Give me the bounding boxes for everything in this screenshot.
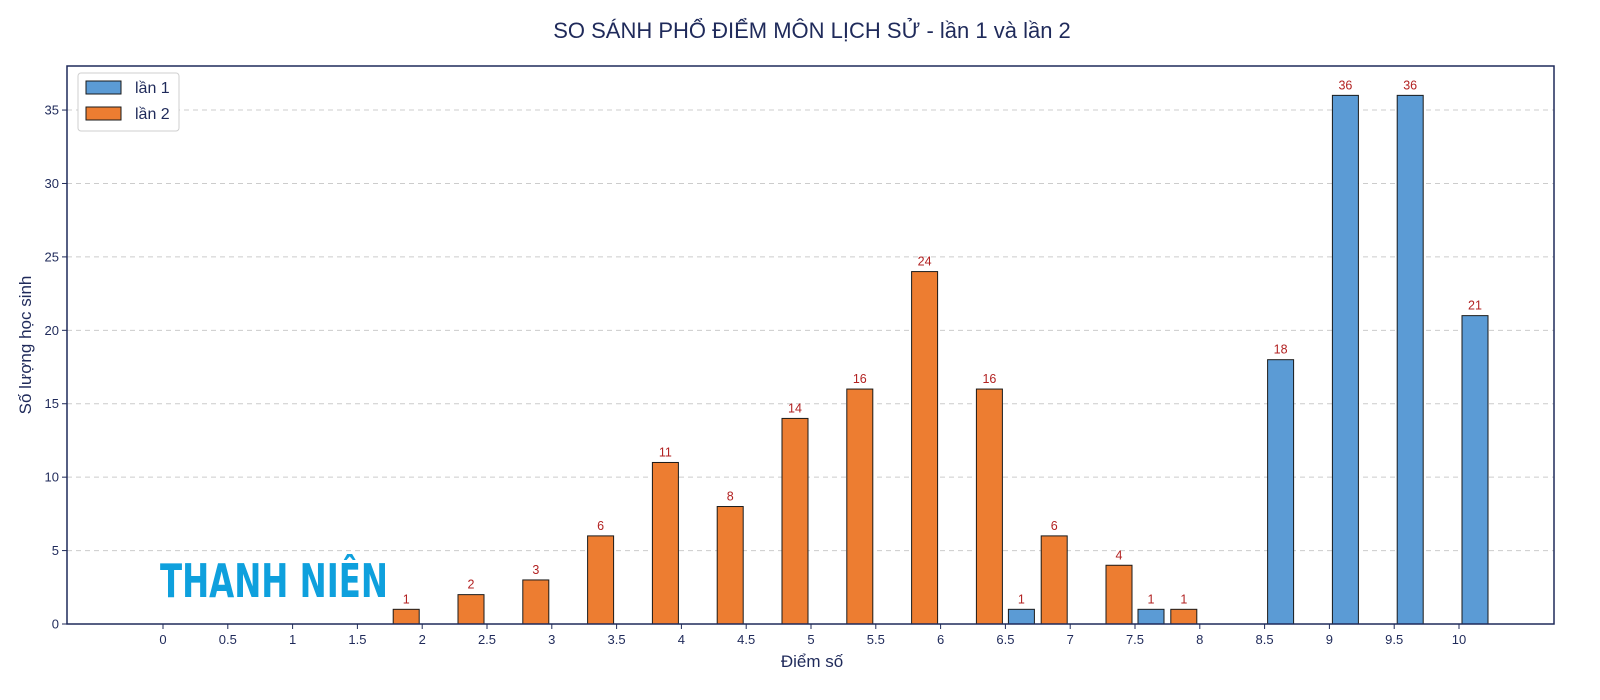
legend-label: lần 2 — [135, 106, 170, 123]
x-axis-label: Điểm số — [781, 652, 844, 671]
data-label: 16 — [853, 372, 867, 386]
data-label: 1 — [1180, 592, 1187, 606]
x-tick-label: 3 — [548, 632, 555, 647]
bar-series2 — [846, 388, 874, 625]
bar-series2 — [587, 535, 615, 625]
data-label: 16 — [982, 372, 996, 386]
bar-series2 — [522, 579, 550, 625]
x-tick-label: 8 — [1196, 632, 1203, 647]
legend-label: lần 1 — [135, 80, 170, 97]
x-tick-label: 5.5 — [867, 632, 885, 647]
x-tick-label: 1.5 — [348, 632, 366, 647]
x-tick-label: 10 — [1452, 632, 1466, 647]
data-label: 24 — [918, 255, 932, 269]
x-tick-label: 0 — [159, 632, 166, 647]
data-label: 6 — [1051, 519, 1058, 533]
watermark-logo: THANH NIÊN — [160, 554, 388, 608]
legend-swatch — [85, 80, 122, 95]
bar-series2 — [1170, 608, 1198, 625]
y-tick-label: 0 — [52, 617, 59, 632]
x-tick-label: 5 — [807, 632, 814, 647]
x-tick-label: 1 — [289, 632, 296, 647]
x-tick-label: 7 — [1067, 632, 1074, 647]
y-tick-label: 5 — [52, 543, 59, 558]
bar-series2 — [911, 271, 939, 625]
x-tick-label: 4.5 — [737, 632, 755, 647]
bar-series2 — [975, 388, 1003, 625]
bar-series1 — [1137, 608, 1165, 625]
legend-swatch — [85, 106, 122, 121]
x-tick-label: 2.5 — [478, 632, 496, 647]
x-tick-label: 7.5 — [1126, 632, 1144, 647]
chart-title: SO SÁNH PHỔ ĐIỂM MÔN LỊCH SỬ - lần 1 và … — [553, 18, 1071, 43]
bar-series2 — [1105, 564, 1133, 625]
bar-series2 — [392, 608, 420, 625]
data-label: 1 — [1018, 592, 1025, 606]
y-tick-label: 20 — [45, 323, 59, 338]
y-tick-label: 15 — [45, 396, 59, 411]
y-tick-label: 30 — [45, 176, 59, 191]
bar-series1 — [1267, 359, 1295, 625]
data-label: 4 — [1116, 548, 1123, 562]
legend: lần 1 lần 2 — [77, 72, 180, 132]
data-label: 1 — [1148, 592, 1155, 606]
y-tick-label: 25 — [45, 249, 59, 264]
y-axis-label: Số lượng học sinh — [16, 276, 35, 415]
y-tick-label: 35 — [45, 103, 59, 118]
bar-series1 — [1007, 608, 1035, 625]
data-label: 14 — [788, 401, 802, 415]
data-label: 36 — [1403, 78, 1417, 92]
plot-area-frame — [66, 65, 1555, 625]
data-label: 18 — [1274, 343, 1288, 357]
x-tick-label: 6.5 — [996, 632, 1014, 647]
bars — [392, 94, 1489, 625]
bar-series2 — [1040, 535, 1068, 625]
bar-series2 — [457, 594, 485, 625]
bar-series2 — [781, 417, 809, 625]
data-label: 21 — [1468, 299, 1482, 313]
x-tick-label: 0.5 — [219, 632, 237, 647]
x-tick-label: 8.5 — [1256, 632, 1274, 647]
data-label: 1 — [403, 592, 410, 606]
data-label: 2 — [468, 578, 475, 592]
bar-series1 — [1331, 94, 1359, 625]
x-tick-label: 4 — [678, 632, 685, 647]
watermark-text: THANH NIÊN — [160, 554, 388, 608]
x-tick-label: 9 — [1326, 632, 1333, 647]
grid-lines — [67, 109, 1554, 552]
bar-series2 — [716, 506, 744, 625]
x-tick-label: 2 — [419, 632, 426, 647]
bar-series2 — [651, 461, 679, 625]
data-label: 36 — [1338, 78, 1352, 92]
data-label: 11 — [659, 445, 672, 459]
axes: 0 5 10 15 20 25 30 35 0 0.5 1 1.5 2 2.5 3 3.5 4 4.5 5 5.5 6 6… — [45, 103, 1467, 647]
data-label: 3 — [532, 563, 539, 577]
x-tick-label: 3.5 — [608, 632, 626, 647]
bar-series1 — [1461, 315, 1489, 625]
data-label: 8 — [727, 490, 734, 504]
bar-series1 — [1396, 94, 1424, 625]
data-label: 6 — [597, 519, 604, 533]
x-tick-label: 6 — [937, 632, 944, 647]
y-tick-label: 10 — [45, 470, 59, 485]
x-tick-label: 9.5 — [1385, 632, 1403, 647]
